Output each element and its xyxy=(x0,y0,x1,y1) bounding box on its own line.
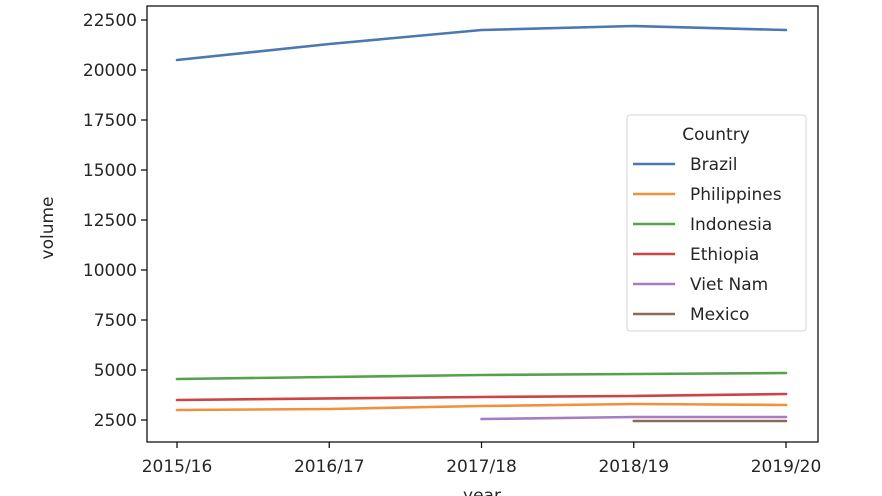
legend-title: Country xyxy=(682,125,750,145)
legend-label-brazil: Brazil xyxy=(690,155,737,175)
legend-label-ethiopia: Ethiopia xyxy=(690,245,759,265)
x-tick-label: 2016/17 xyxy=(294,457,365,477)
y-tick-label: 20000 xyxy=(83,61,137,81)
x-axis: 2015/16 2016/17 2017/18 2018/19 2019/20 xyxy=(142,442,822,477)
legend: Country Brazil Philippines Indonesia Ethiopi… xyxy=(626,114,807,332)
legend-label-mexico: Mexico xyxy=(690,305,749,325)
legend-label-viet-nam: Viet Nam xyxy=(690,275,768,295)
x-tick-label: 2015/16 xyxy=(142,457,213,477)
y-axis-label: volume xyxy=(38,197,58,260)
legend-label-philippines: Philippines xyxy=(690,185,782,205)
x-tick-label: 2017/18 xyxy=(446,457,517,477)
x-tick-label: 2019/20 xyxy=(751,457,822,477)
y-tick-label: 5000 xyxy=(94,361,137,381)
series-line-philippines xyxy=(175,402,788,412)
series-layer xyxy=(175,24,788,423)
series-line-brazil xyxy=(175,24,788,62)
y-tick-label: 10000 xyxy=(83,261,137,281)
y-tick-label: 17500 xyxy=(83,111,137,131)
y-tick-label: 22500 xyxy=(83,11,137,31)
legend-box xyxy=(626,114,807,332)
series-line-viet-nam xyxy=(480,415,788,421)
x-axis-label: year xyxy=(463,486,501,496)
x-tick-label: 2018/19 xyxy=(598,457,669,477)
y-tick-label: 7500 xyxy=(94,311,137,331)
y-tick-label: 12500 xyxy=(83,211,137,231)
legend-label-indonesia: Indonesia xyxy=(690,215,772,235)
y-tick-label: 2500 xyxy=(94,411,137,431)
series-line-ethiopia xyxy=(175,392,788,402)
y-tick-label: 15000 xyxy=(83,161,137,181)
series-line-indonesia xyxy=(175,371,788,381)
y-axis: 2500 5000 7500 10000 12500 15000 17500 20000 225… xyxy=(83,11,147,431)
